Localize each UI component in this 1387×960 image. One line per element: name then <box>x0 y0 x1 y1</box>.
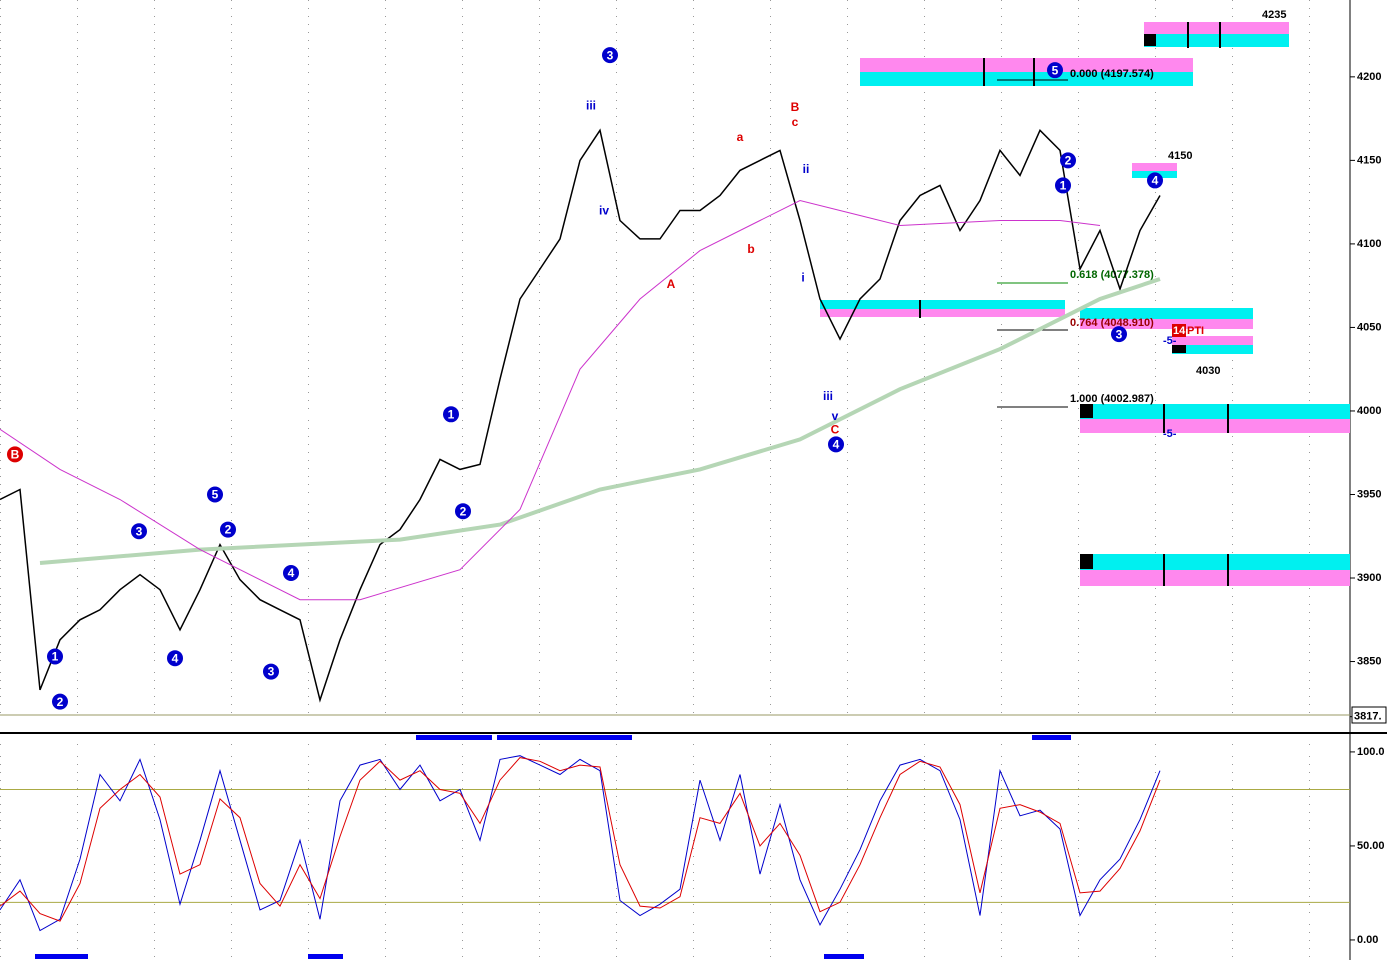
y-tick-label: 50.00 <box>1357 840 1385 852</box>
wave-label: ii <box>803 162 810 176</box>
fib-label: 1.000 (4002.987) <box>1070 393 1154 405</box>
wave-label: 3 <box>1116 327 1123 341</box>
wave-label: 5 <box>212 488 219 502</box>
wave-circle <box>52 693 68 710</box>
series-line <box>0 757 1161 922</box>
wave-label: 4 <box>172 651 179 665</box>
last-price-label: 3817. <box>1354 711 1382 723</box>
wave-circle <box>220 521 236 538</box>
y-tick-label: 4150 <box>1357 154 1381 166</box>
wave-label: 3 <box>268 665 275 679</box>
level-label: 4150 <box>1168 150 1192 162</box>
wave-label: 1 <box>448 407 455 421</box>
wave-label: b <box>747 242 754 256</box>
wave-label: 2 <box>1065 154 1072 168</box>
wave-label: 5 <box>1052 63 1059 77</box>
wave-circle <box>602 47 618 64</box>
wave-label: iii <box>823 389 833 403</box>
wave-circle <box>7 446 23 463</box>
y-tick-label: 0.00 <box>1357 934 1378 946</box>
y-tick-label: 3900 <box>1357 572 1381 584</box>
wave-label: B <box>791 100 800 114</box>
wave-label: 4 <box>1152 174 1159 188</box>
zones <box>35 22 1350 959</box>
wave-label: 1 <box>1060 179 1067 193</box>
y-tick-label: 100.0 <box>1357 746 1385 758</box>
wave-circle <box>455 503 471 520</box>
series-line <box>0 199 1101 601</box>
wave-circle <box>828 436 844 453</box>
y-tick-label: 4050 <box>1357 321 1381 333</box>
series-line <box>39 277 1161 565</box>
wave-label: 1 <box>52 650 59 664</box>
wave-label: 2 <box>225 523 232 537</box>
wave-circle <box>1055 177 1071 194</box>
fib-label: 0.764 (4048.910) <box>1070 317 1154 329</box>
wave-label: 4 <box>288 566 295 580</box>
series-line <box>0 755 1161 932</box>
pti-label: PTI <box>1187 325 1204 337</box>
wave-marker: -5- <box>1163 428 1177 440</box>
wave-label: C <box>831 423 840 437</box>
last-price-box <box>1351 706 1387 724</box>
wave-circle <box>1060 152 1076 169</box>
wave-label: 3 <box>607 48 614 62</box>
wave-circle <box>1147 172 1163 189</box>
wave-label: v <box>832 409 839 423</box>
grid-dots <box>0 0 1350 715</box>
wave-circle <box>167 650 183 667</box>
y-tick-label: 4100 <box>1357 238 1381 250</box>
wave-circle <box>1047 62 1063 79</box>
wave-label: i <box>801 270 804 284</box>
wave-label: A <box>667 277 676 291</box>
level-label: 4235 <box>1262 9 1286 21</box>
grid-dots <box>0 738 1350 958</box>
fib-label: 0.618 (4077.378) <box>1070 269 1154 281</box>
wave-label: 2 <box>460 504 467 518</box>
wave-label: iii <box>586 98 596 112</box>
wave-label: a <box>737 130 744 144</box>
wave-circle <box>263 663 279 680</box>
wave-circle <box>443 406 459 423</box>
series-line <box>0 128 1161 703</box>
y-tick-label: 4200 <box>1357 71 1381 83</box>
wave-label: 3 <box>136 524 143 538</box>
wave-circle <box>1111 326 1127 343</box>
wave-circle <box>131 523 147 540</box>
pti-count: 14 <box>1173 325 1186 337</box>
y-tick-label: 4000 <box>1357 405 1381 417</box>
level-label: 4030 <box>1196 365 1220 377</box>
wave-label: B <box>11 448 20 462</box>
pti-box <box>1172 324 1186 337</box>
fib-label: 0.000 (4197.574) <box>1070 68 1154 80</box>
wave-circle <box>283 565 299 582</box>
wave-label: c <box>792 115 799 129</box>
wave-circle <box>47 648 63 665</box>
wave-label: 4 <box>833 438 840 452</box>
wave-marker: -5- <box>1163 335 1177 347</box>
wave-label: 2 <box>57 695 64 709</box>
wave-circle <box>207 486 223 503</box>
y-tick-label: 3950 <box>1357 488 1381 500</box>
y-tick-label: 3850 <box>1357 655 1381 667</box>
wave-label: iv <box>599 204 609 218</box>
